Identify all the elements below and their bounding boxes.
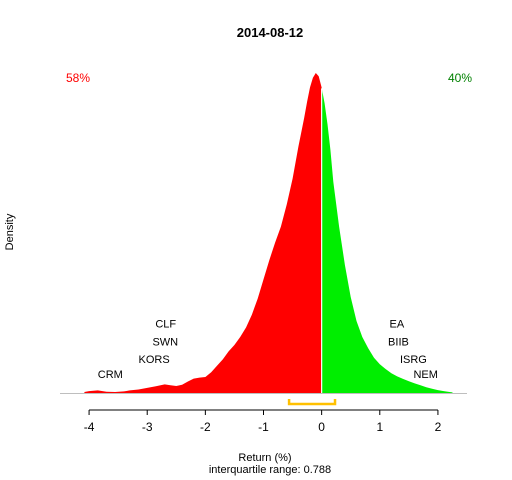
x-tick-label: -2 bbox=[200, 420, 211, 434]
x-tick-label: -4 bbox=[84, 420, 95, 434]
x-tick-label: -1 bbox=[258, 420, 269, 434]
negative-density-area bbox=[84, 73, 322, 393]
x-axis-ticks: -4 -3 -2 -1 0 1 2 bbox=[84, 410, 442, 434]
chart-subtitle: interquartile range: 0.788 bbox=[209, 464, 331, 476]
chart-title: 2014-08-12 bbox=[237, 25, 304, 40]
right-percentage-label: 40% bbox=[448, 71, 472, 85]
x-axis-label: Return (%) bbox=[238, 452, 291, 464]
ticker-label-isrg: ISRG bbox=[400, 354, 427, 366]
iqr-bracket bbox=[287, 399, 337, 406]
ticker-label-kors: KORS bbox=[138, 354, 169, 366]
y-axis-label: Density bbox=[4, 213, 16, 250]
x-tick-label: 2 bbox=[435, 420, 442, 434]
ticker-label-nem: NEM bbox=[413, 369, 437, 381]
plot-area: CLF SWN KORS CRM EA BIIB ISRG NEM bbox=[60, 73, 467, 406]
x-tick-label: 1 bbox=[376, 420, 383, 434]
x-tick-label: -3 bbox=[142, 420, 153, 434]
ticker-label-crm: CRM bbox=[98, 369, 123, 381]
ticker-label-swn: SWN bbox=[152, 336, 178, 348]
x-tick-label: 0 bbox=[318, 420, 325, 434]
left-percentage-label: 58% bbox=[66, 71, 90, 85]
ticker-label-clf: CLF bbox=[155, 318, 176, 330]
positive-density-area bbox=[321, 87, 453, 394]
ticker-label-ea: EA bbox=[390, 318, 405, 330]
ticker-label-biib: BIIB bbox=[388, 336, 409, 348]
ticker-annotations: CLF SWN KORS CRM EA BIIB ISRG NEM bbox=[98, 318, 438, 381]
